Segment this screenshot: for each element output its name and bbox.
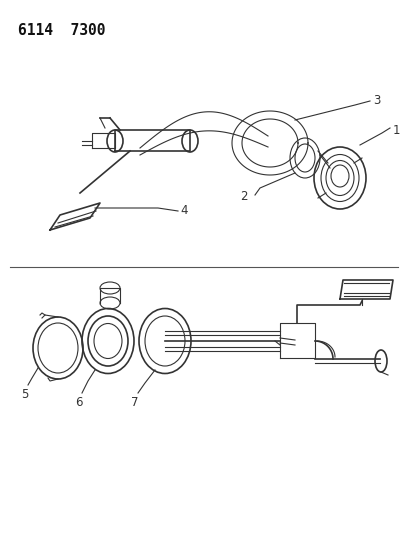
Text: 1: 1 [393, 124, 401, 136]
Text: 2: 2 [240, 190, 248, 204]
Text: 5: 5 [21, 388, 29, 401]
Text: 3: 3 [373, 94, 380, 108]
Text: 4: 4 [180, 205, 188, 217]
Text: 6: 6 [75, 396, 83, 409]
Text: 7: 7 [131, 396, 139, 409]
Text: 6114  7300: 6114 7300 [18, 23, 106, 38]
